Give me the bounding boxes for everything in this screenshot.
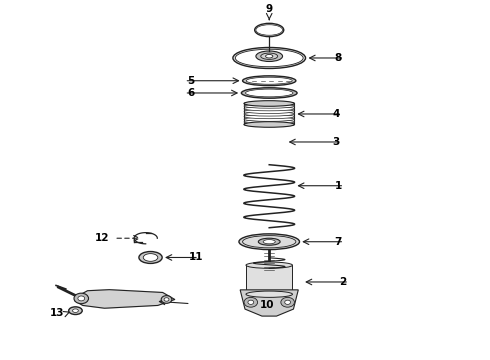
Ellipse shape — [244, 117, 294, 121]
Ellipse shape — [233, 48, 306, 68]
Ellipse shape — [248, 300, 254, 304]
Ellipse shape — [244, 122, 294, 127]
Ellipse shape — [244, 101, 294, 106]
Ellipse shape — [161, 296, 172, 303]
Ellipse shape — [245, 89, 293, 97]
Text: 2: 2 — [340, 277, 347, 287]
Ellipse shape — [246, 262, 293, 268]
Ellipse shape — [239, 234, 299, 249]
Ellipse shape — [235, 49, 303, 67]
Ellipse shape — [266, 54, 273, 58]
Text: 13: 13 — [50, 309, 65, 319]
Polygon shape — [74, 290, 175, 308]
Text: 1: 1 — [335, 181, 342, 191]
Ellipse shape — [74, 293, 89, 304]
Ellipse shape — [285, 300, 291, 304]
Polygon shape — [240, 290, 298, 316]
Ellipse shape — [243, 76, 296, 86]
Ellipse shape — [242, 88, 297, 98]
Ellipse shape — [164, 298, 169, 301]
Text: 9: 9 — [266, 4, 273, 14]
Text: 11: 11 — [189, 252, 204, 262]
Ellipse shape — [69, 307, 82, 315]
Ellipse shape — [244, 107, 294, 111]
Ellipse shape — [78, 296, 85, 301]
Ellipse shape — [244, 112, 294, 116]
Ellipse shape — [246, 77, 292, 84]
Ellipse shape — [244, 114, 294, 119]
Ellipse shape — [263, 240, 275, 244]
Text: 12: 12 — [95, 233, 109, 243]
Ellipse shape — [281, 297, 294, 307]
Text: 8: 8 — [335, 53, 342, 63]
Ellipse shape — [256, 25, 283, 35]
Ellipse shape — [244, 297, 258, 307]
Ellipse shape — [258, 238, 280, 245]
Ellipse shape — [244, 104, 294, 108]
Ellipse shape — [255, 23, 284, 37]
Ellipse shape — [244, 120, 294, 124]
Ellipse shape — [73, 309, 78, 312]
Ellipse shape — [139, 252, 162, 264]
Ellipse shape — [256, 51, 283, 62]
Text: 6: 6 — [187, 88, 194, 98]
Bar — [246, 265, 293, 294]
Text: 5: 5 — [187, 76, 194, 86]
Text: 7: 7 — [335, 237, 342, 247]
Ellipse shape — [261, 53, 278, 59]
Text: 4: 4 — [332, 109, 340, 119]
Text: 10: 10 — [260, 301, 274, 310]
Ellipse shape — [246, 291, 293, 297]
Ellipse shape — [244, 122, 294, 127]
Ellipse shape — [244, 102, 294, 105]
Text: 3: 3 — [332, 137, 340, 147]
Ellipse shape — [244, 109, 294, 113]
Ellipse shape — [143, 254, 158, 261]
Ellipse shape — [243, 235, 296, 248]
